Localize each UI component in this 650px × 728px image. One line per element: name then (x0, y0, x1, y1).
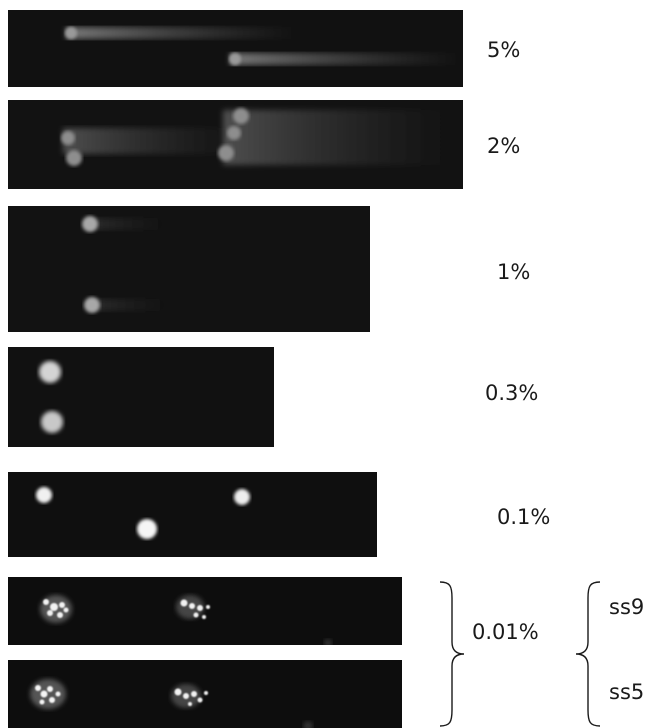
comet-head (234, 489, 250, 505)
comet-head (61, 131, 75, 145)
comet-head (66, 150, 82, 166)
comet-image-ss5 (8, 660, 402, 728)
comet-tail (88, 218, 168, 230)
gel-panel-0-01pct-ss9 (8, 577, 402, 645)
concentration-label: 0.1% (497, 505, 551, 529)
group-label: 0.01% (472, 620, 539, 644)
concentration-label: 1% (497, 260, 531, 284)
fragment-cluster (180, 599, 210, 619)
comet-head (218, 145, 234, 161)
comet-image-1pct (8, 206, 370, 332)
gel-panel-0-01pct-ss5 (8, 660, 402, 728)
sub-label-ss5: ss5 (609, 680, 645, 704)
concentration-label: 0.3% (485, 381, 539, 405)
comet-halo (30, 679, 66, 709)
comet-head (82, 216, 98, 232)
comet-image-0-1pct (8, 472, 377, 557)
group-brace (438, 580, 468, 728)
comet-image-2pct (8, 100, 463, 189)
fragment-cluster (35, 685, 61, 705)
gel-panel-5pct (8, 10, 463, 87)
comet-head (233, 108, 249, 124)
comet-image-0-3pct (8, 347, 274, 447)
gel-panel-1pct (8, 206, 370, 332)
fragment-cluster (174, 688, 208, 706)
comet-head (84, 297, 100, 313)
comet-image-ss9 (8, 577, 402, 645)
subgroup-brace (575, 580, 602, 728)
comet-head (137, 519, 157, 539)
comet-head (229, 53, 241, 65)
comet-head (41, 411, 63, 433)
fragment-cluster (43, 599, 69, 618)
comet-tail (66, 27, 296, 39)
comet-tail (90, 299, 170, 311)
comet-tail (63, 128, 243, 154)
gel-panel-2pct (8, 100, 463, 189)
gel-panel-0-3pct (8, 347, 274, 447)
comet-tail (230, 53, 460, 65)
sub-label-ss9: ss9 (609, 595, 645, 619)
concentration-label: 5% (487, 38, 521, 62)
gel-panel-0-1pct (8, 472, 377, 557)
comet-head (39, 361, 61, 383)
comet-image-5pct (8, 10, 463, 87)
concentration-label: 2% (487, 134, 521, 158)
comet-head (227, 126, 241, 140)
comet-tail (223, 110, 453, 165)
comet-head (36, 487, 52, 503)
comet-head (65, 27, 77, 39)
